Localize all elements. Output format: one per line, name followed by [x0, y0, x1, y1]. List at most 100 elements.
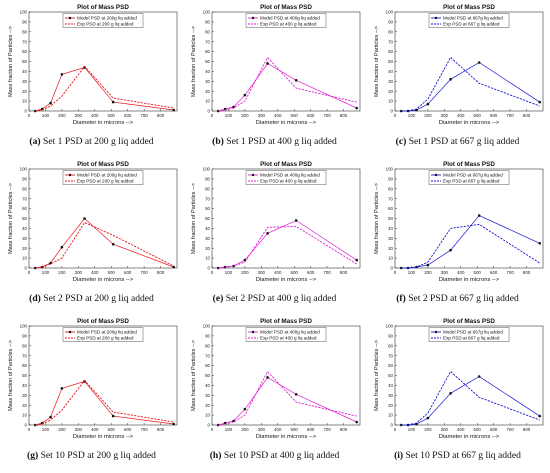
chart-panel-d: Plot of Mass PSD 0 10 20 30 40 50 60 70 80 90 100 0 1… [0, 157, 183, 314]
model-data-point [449, 392, 452, 395]
x-tick-label: 0 [211, 270, 214, 275]
chart-svg-i: Plot of Mass PSD 0 10 20 30 40 50 60 70 80 90 100 0 1… [374, 318, 544, 440]
legend-box [428, 13, 510, 28]
exp-psd-line [35, 65, 174, 112]
y-tick-label: 50 [388, 216, 393, 221]
y-tick-label: 100 [386, 324, 394, 329]
y-tick-label: 20 [22, 89, 27, 94]
y-tick-label: 0 [25, 109, 28, 114]
model-psd-line [218, 377, 357, 426]
x-tick-label: 500 [291, 427, 299, 432]
y-tick-label: 80 [388, 29, 393, 34]
y-axis-label: Mass fraction of Particles --> [191, 183, 197, 254]
panel-caption: (c) Set 1 PSD at 667 g liq added [366, 136, 549, 147]
y-tick-label: 40 [22, 69, 27, 74]
y-tick-label: 40 [205, 69, 210, 74]
model-data-point [294, 393, 298, 396]
y-tick-label: 80 [205, 343, 210, 348]
panel-caption: (f) Set 2 PSD at 667 g liq added [366, 293, 549, 304]
legend-box [62, 170, 144, 185]
panel-caption-label: (c) [395, 136, 407, 147]
x-tick-label: 800 [523, 427, 531, 432]
y-tick-label: 90 [205, 20, 210, 25]
y-tick-label: 60 [22, 363, 27, 368]
chart-svg-b: Plot of Mass PSD 0 10 20 30 40 50 60 70 80 90 100 0 1… [191, 4, 361, 126]
x-tick-label: 700 [506, 427, 514, 432]
panel-caption-label: (f) [396, 293, 406, 304]
y-tick-label: 10 [205, 99, 210, 104]
model-data-point [266, 232, 269, 235]
x-tick-label: 800 [157, 270, 165, 275]
chart-title: Plot of Mass PSD [260, 161, 312, 168]
x-tick-label: 0 [28, 427, 31, 432]
y-tick-label: 50 [388, 373, 393, 378]
x-tick-label: 600 [307, 270, 315, 275]
x-axis-label: Diameter in microns --> [73, 120, 134, 126]
model-psd-line [35, 217, 174, 269]
x-tick-label: 0 [394, 270, 397, 275]
y-tick-label: 100 [20, 167, 28, 172]
y-tick-label: 90 [388, 20, 393, 25]
y-tick-label: 0 [208, 423, 211, 428]
y-tick-label: 70 [205, 353, 210, 358]
y-axis-label: Mass fraction of Particles --> [374, 340, 380, 411]
model-data-point [477, 375, 481, 378]
y-tick-label: 70 [22, 196, 27, 201]
chart-panel-g: Plot of Mass PSD 0 10 20 30 40 50 60 70 80 90 100 0 1… [0, 314, 183, 471]
x-tick-label: 300 [75, 427, 83, 432]
x-tick-label: 800 [523, 113, 531, 118]
legend-box [62, 327, 144, 342]
x-tick-label: 600 [124, 270, 132, 275]
y-tick-label: 30 [205, 79, 210, 84]
y-tick-label: 20 [205, 403, 210, 408]
chart-title: Plot of Mass PSD [77, 318, 129, 325]
y-tick-label: 60 [205, 363, 210, 368]
y-tick-label: 90 [205, 177, 210, 182]
y-tick-label: 100 [386, 167, 394, 172]
exp-psd-line [401, 56, 540, 112]
x-tick-label: 400 [91, 113, 99, 118]
x-tick-label: 400 [457, 113, 465, 118]
legend-label: Model PSD at 200g liq added [77, 16, 137, 21]
panel-caption: (a) Set 1 PSD at 200 g liq added [0, 136, 183, 147]
legend-label: Exp PSD at 400 g liq added [260, 336, 317, 341]
panel-caption: (i) Set 10 PSD at 667 g liq added [366, 450, 549, 461]
panel-caption: (h) Set 10 PSD at 400 g liq added [183, 450, 366, 461]
y-tick-label: 80 [388, 343, 393, 348]
model-data-point [355, 420, 359, 424]
x-tick-label: 500 [474, 270, 482, 275]
exp-psd-line [401, 223, 540, 269]
y-tick-label: 70 [22, 353, 27, 358]
x-tick-label: 100 [225, 270, 233, 275]
legend-box [428, 170, 510, 185]
chart-svg-h: Plot of Mass PSD 0 10 20 30 40 50 60 70 80 90 100 0 1… [191, 318, 361, 440]
panel-caption-label: (b) [212, 136, 224, 147]
legend-box [245, 13, 327, 28]
model-data-point [172, 265, 176, 269]
panel-caption-text: Set 10 PSD at 667 g liq added [403, 450, 521, 461]
legend-box [62, 13, 144, 28]
x-tick-label: 400 [91, 270, 99, 275]
y-tick-label: 80 [22, 343, 27, 348]
chart-title: Plot of Mass PSD [77, 4, 129, 11]
y-tick-label: 30 [205, 393, 210, 398]
x-tick-label: 800 [340, 113, 348, 118]
chart-title: Plot of Mass PSD [77, 161, 129, 168]
y-tick-label: 70 [205, 196, 210, 201]
model-psd-line [218, 220, 357, 269]
exp-psd-line [35, 221, 174, 269]
x-tick-label: 700 [140, 270, 148, 275]
y-tick-label: 40 [22, 383, 27, 388]
legend-marker [434, 173, 438, 177]
legend-label: Exp PSD at 667 g liq added [443, 22, 500, 27]
y-tick-label: 20 [205, 246, 210, 251]
legend-marker [434, 16, 438, 20]
y-tick-label: 0 [208, 109, 211, 114]
x-tick-label: 300 [441, 113, 449, 118]
legend-marker [251, 173, 255, 177]
x-tick-label: 0 [211, 427, 214, 432]
y-tick-label: 0 [25, 266, 28, 271]
x-axis-label: Diameter in microns --> [439, 120, 500, 126]
x-tick-label: 800 [340, 270, 348, 275]
y-axis-label: Mass fraction of Particles --> [374, 183, 380, 254]
